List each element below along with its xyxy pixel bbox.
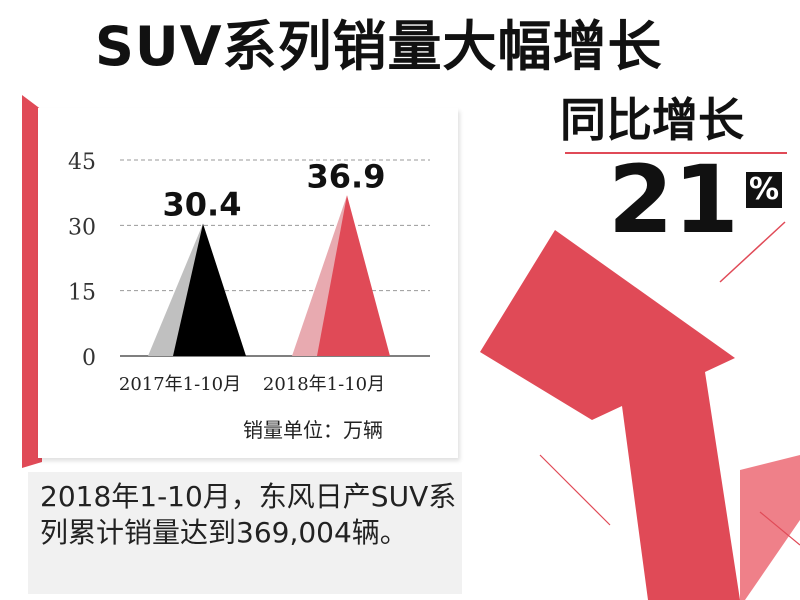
y-tick-label: 15 xyxy=(68,281,96,306)
data-shape-front xyxy=(173,223,246,356)
note-box xyxy=(28,472,462,594)
accent-line-top xyxy=(719,221,786,283)
accent-line-bottom xyxy=(539,454,611,526)
y-tick-label: 0 xyxy=(82,346,96,371)
page-title: SUV系列销量大幅增长 xyxy=(95,15,663,78)
x-tick-label: 2017年1-10月 xyxy=(119,374,241,395)
growth-divider xyxy=(565,152,787,154)
growth-unit-badge: % xyxy=(746,172,782,208)
data-value-label: 36.9 xyxy=(307,157,386,195)
accent-line-bottom-2 xyxy=(759,511,800,546)
chart-card xyxy=(38,108,458,458)
growth-arrow-side-icon xyxy=(740,455,800,600)
note-text: 2018年1-10月，东风日产SUV系列累计销量达到369,004辆。 xyxy=(40,480,457,549)
growth-arrow-icon xyxy=(480,230,740,600)
data-shape-front xyxy=(317,195,390,356)
growth-label: 同比增长 xyxy=(560,93,744,147)
data-value-label: 30.4 xyxy=(163,186,242,224)
chart-unit-label: 销量单位：万辆 xyxy=(243,418,383,442)
card-left-accent xyxy=(22,95,42,468)
growth-value: 21 xyxy=(608,146,739,255)
x-tick-label: 2018年1-10月 xyxy=(263,374,385,395)
y-tick-label: 45 xyxy=(68,150,96,175)
y-tick-label: 30 xyxy=(68,215,96,240)
